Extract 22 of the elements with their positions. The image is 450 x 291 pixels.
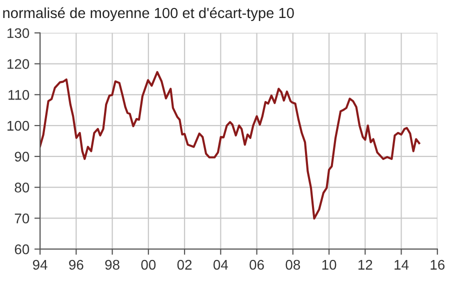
y-tick-label: 60 xyxy=(14,244,30,254)
x-tick-label: 98 xyxy=(105,260,120,270)
x-tick-label: 10 xyxy=(322,260,336,270)
x-tick-label: 02 xyxy=(177,260,192,270)
x-tick-label: 94 xyxy=(32,260,48,270)
x-tick-label: 04 xyxy=(213,260,228,270)
y-tick-label: 110 xyxy=(8,90,30,100)
x-tick-label: 00 xyxy=(141,260,156,270)
y-tick-label: 90 xyxy=(14,152,30,162)
y-tick-label: 120 xyxy=(8,59,30,69)
x-tick-label: 14 xyxy=(394,260,409,270)
x-tick-label: 08 xyxy=(286,260,300,270)
y-tick-label: 100 xyxy=(8,120,30,131)
line-series xyxy=(40,71,420,220)
y-tick-label: 70 xyxy=(14,214,30,224)
x-tick-label: 06 xyxy=(250,260,264,270)
chart-title: normalisé de moyenne 100 et d'écart-type 10 xyxy=(3,7,294,22)
y-tick-label: 80 xyxy=(14,182,30,192)
x-tick-label: 96 xyxy=(69,260,84,270)
x-tick-label: 12 xyxy=(358,260,372,270)
y-tick-label: 130 xyxy=(8,28,30,38)
x-tick-label: 16 xyxy=(430,260,445,270)
